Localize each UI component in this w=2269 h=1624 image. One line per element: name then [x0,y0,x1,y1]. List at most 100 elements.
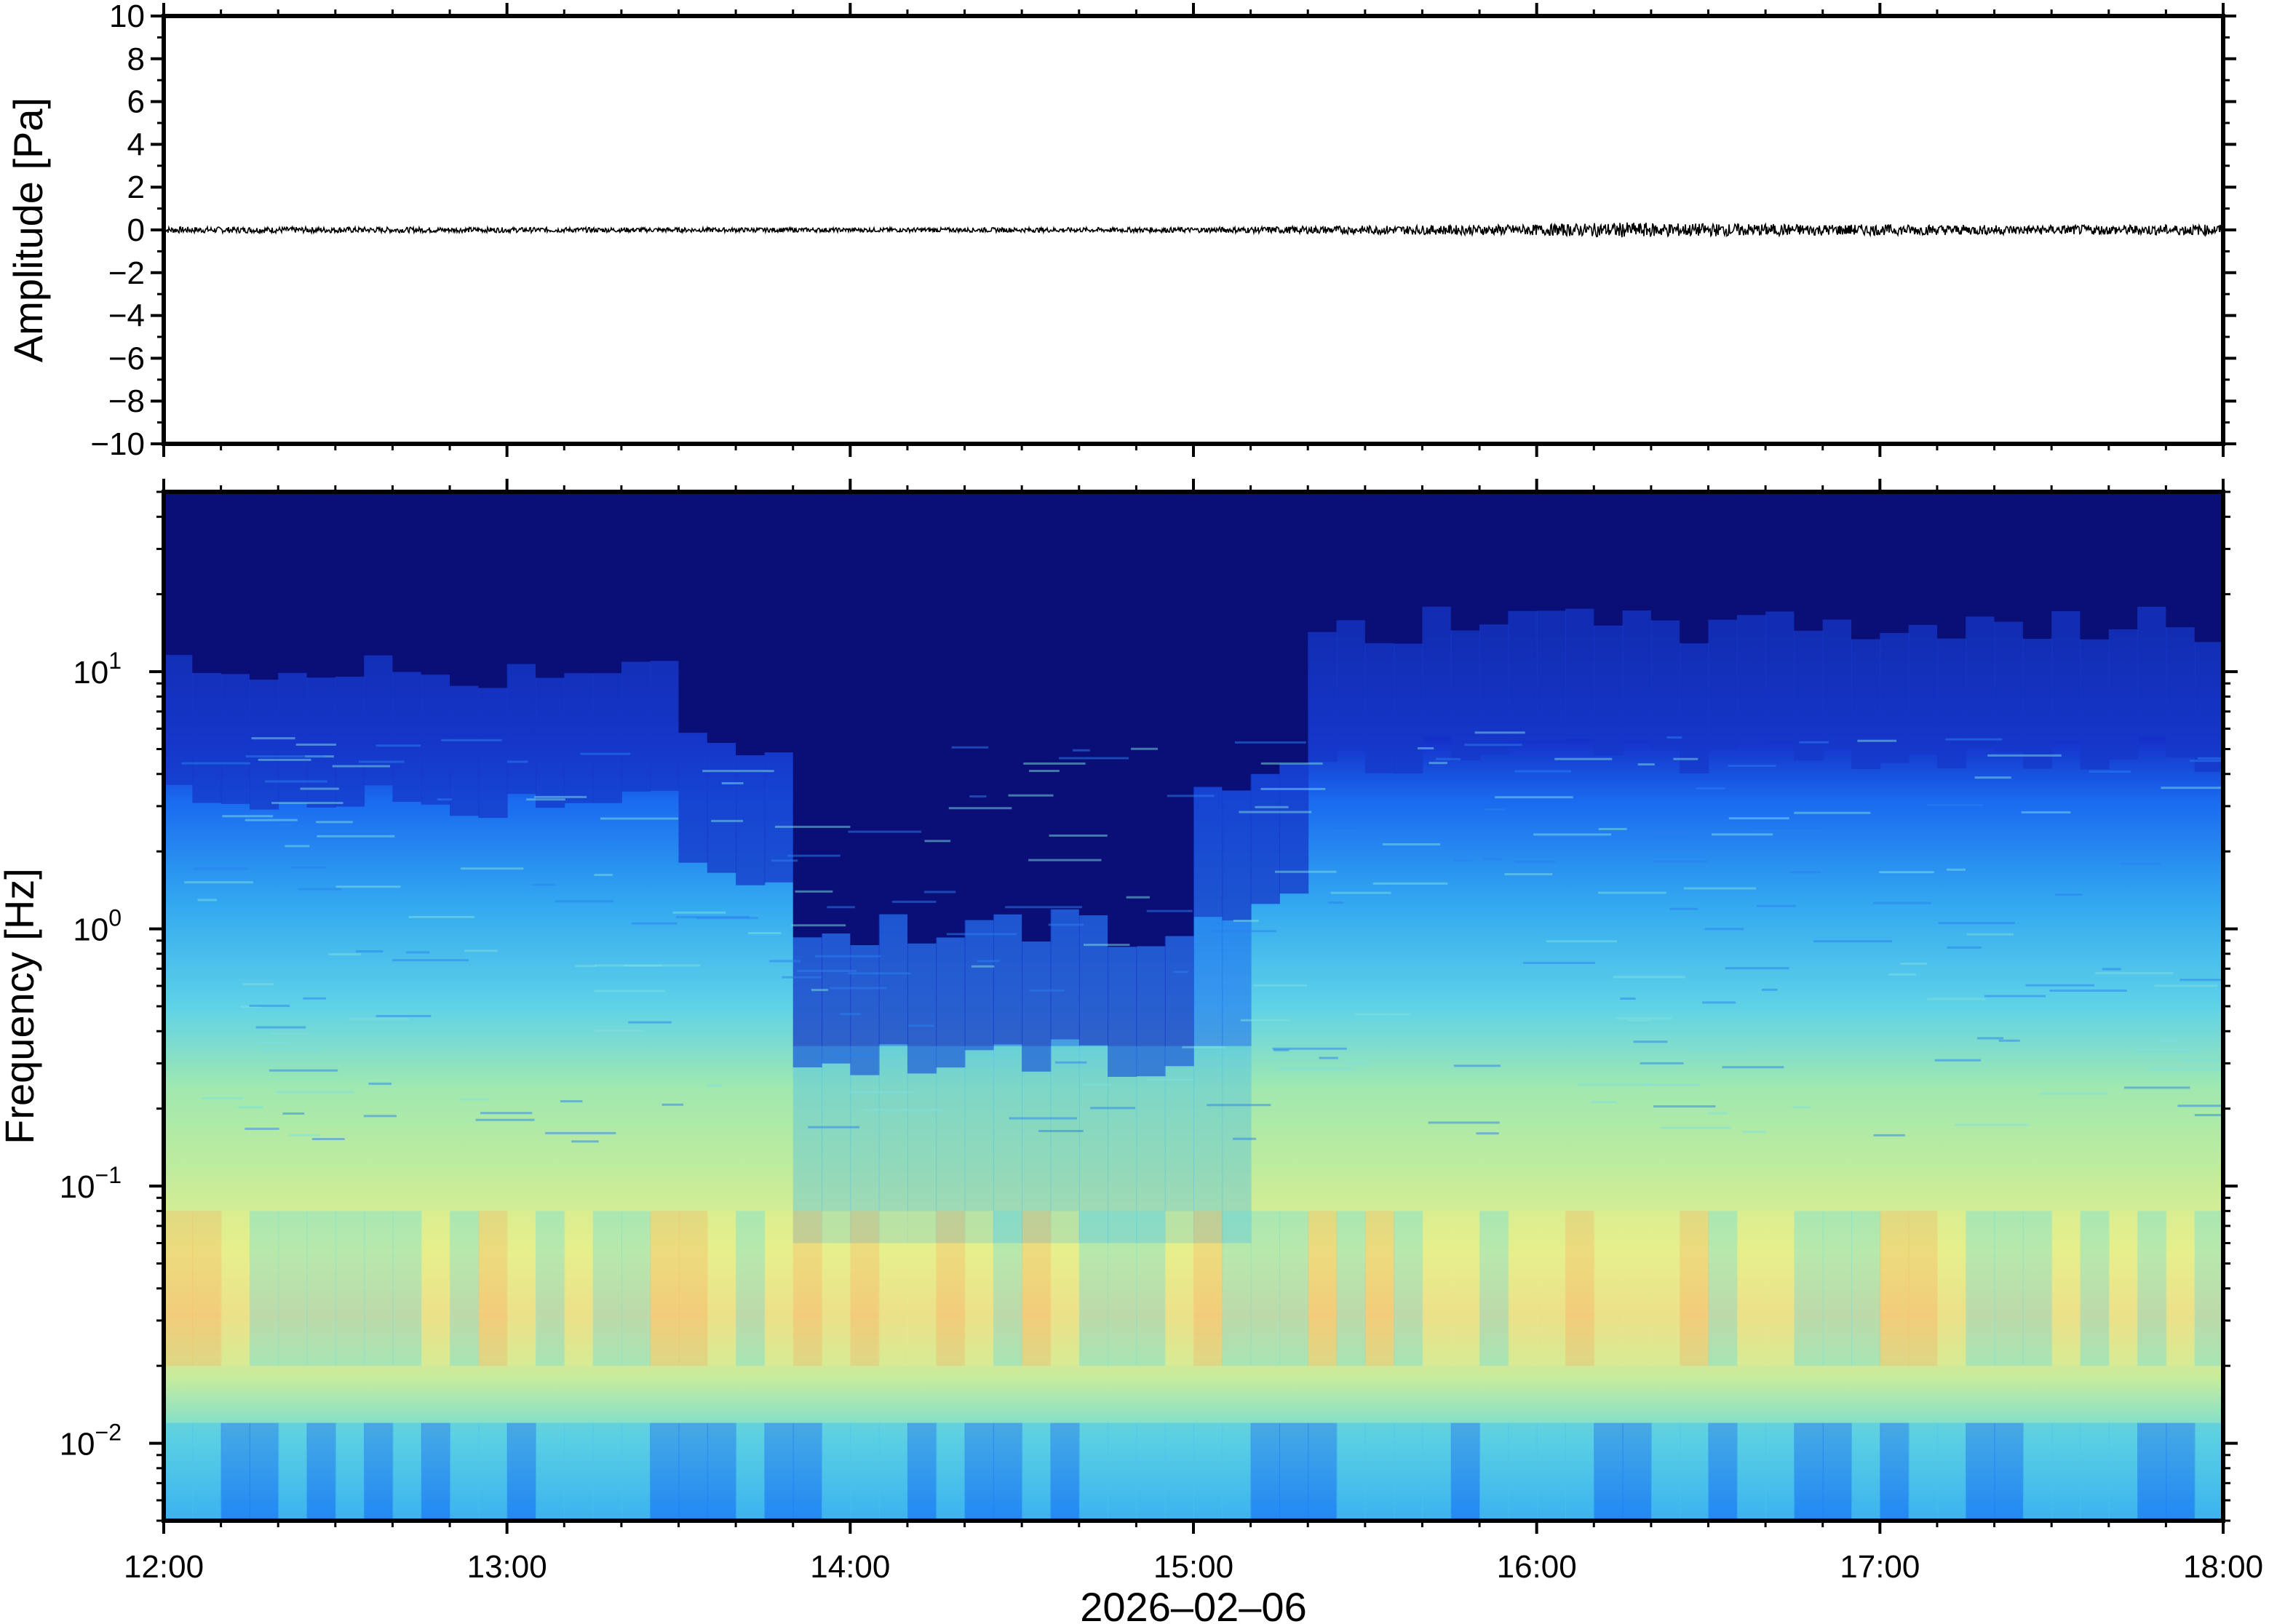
spectrogram-cell [592,1422,622,1521]
spectrogram-cell [249,492,279,680]
spectrogram-streak [721,781,744,784]
spectrogram-streak [1742,1131,1767,1134]
spectrogram-streak [1059,757,1129,760]
spectrogram-cell [964,1422,994,1521]
date-axis-label: 2026–02–06 [1080,1584,1306,1624]
spectrogram-cell [1193,1422,1223,1521]
spectrogram-cell [1880,1422,1910,1521]
spectrogram-streak [545,1131,616,1134]
spectrogram-cell [1022,1046,1052,1243]
spectrogram-streak [480,1112,533,1115]
spectrogram-streak [848,972,911,975]
spectrogram-cell [2194,642,2223,772]
spectrogram-streak [335,885,401,888]
spectrogram-streak [1711,833,1773,836]
spectrogram-cell [707,743,737,873]
spectrogram-cell [1650,492,1681,621]
spectrogram-streak [1756,904,1796,907]
spectrogram-streak [1328,901,1344,904]
spectrogram-streak [464,950,498,952]
spectrogram-streak [631,922,677,925]
spectrogram-streak [661,1103,684,1106]
spectrogram-cell [592,673,622,803]
spectrogram-cell [1050,492,1080,909]
spectrogram-streak [1253,984,1307,987]
spectrogram-cell [650,492,680,661]
amplitude-tick-label: 6 [127,84,145,120]
spectrogram-cell [1765,611,1795,742]
spectrogram-streak [1946,868,1966,871]
spectrogram-streak [1207,1104,1271,1107]
spectrogram-streak [506,760,528,763]
spectrogram-streak [830,987,887,990]
spectrogram-streak [1173,971,1188,974]
spectrogram-streak [2154,984,2218,987]
spectrogram-cell [1394,643,1423,774]
amplitude-tick-label: −8 [108,383,145,419]
spectrogram-cell [993,914,1023,1045]
amplitude-tick-label: −6 [108,341,145,376]
spectrogram-streak [594,873,613,876]
spectrogram-streak [392,959,469,962]
spectrogram-cell [1022,1211,1052,1366]
spectrogram-cell [1622,610,1652,741]
spectrogram-streak [924,840,951,843]
spectrogram-cell [1565,1211,1595,1366]
spectrogram-cell [907,492,937,944]
spectrogram-cell [1736,492,1767,616]
spectrogram-cell [822,1046,851,1243]
spectrogram-streak [534,795,587,798]
spectrogram-streak [782,976,822,979]
spectrogram-cell [1994,492,2024,622]
spectrogram-cell [1880,632,1910,763]
spectrogram-cell [2166,627,2196,757]
spectrogram-cell [1422,1211,1452,1366]
spectrogram-cell [1736,1422,1767,1521]
spectrogram-cell [1966,1211,1995,1366]
spectrogram-cell [1736,615,1767,745]
spectrogram-streak [1615,1016,1672,1019]
spectrogram-cell [1536,610,1566,741]
spectrogram-cell [1450,1211,1481,1366]
spectrogram-cell [1536,1422,1566,1521]
frequency-axis-label: Frequency [Hz] [0,868,42,1145]
spectrogram-cell [2051,1422,2081,1521]
spectrogram-cell [1078,492,1109,916]
spectrogram-cell [450,685,480,816]
spectrogram-cell [2022,1422,2053,1521]
spectrogram-cell [535,677,565,808]
amplitude-axis-label: Amplitude [Pa] [5,97,51,362]
spectrogram-cell [822,492,851,934]
spectrogram-cell [164,655,194,785]
spectrogram-streak [1090,1107,1136,1110]
spectrogram-cell [936,492,966,938]
spectrogram-cell [1908,492,1938,625]
spectrogram-streak [1722,1066,1784,1069]
waveform-line [163,222,2224,238]
spectrogram-cell [993,1046,1023,1243]
spectrogram-streak [526,798,565,801]
spectrogram-cell [1966,492,1995,617]
spectrogram-cell [1250,1211,1280,1366]
spectrogram-streak [197,899,218,901]
spectrogram-streak [1054,1061,1087,1064]
spectrogram-streak [831,1054,876,1056]
spectrogram-cell [1650,1211,1681,1366]
spectrogram-streak [317,835,395,837]
spectrogram-streak [2025,984,2095,987]
spectrogram-streak [1233,920,1259,923]
spectrogram-cell [1565,1422,1595,1521]
spectrogram-cell [2108,1211,2139,1366]
spectrogram-cell [1622,1422,1652,1521]
spectrogram-cell [249,680,279,810]
spectrogram-streak [1947,946,1982,949]
spectrogram-streak [1454,859,1472,862]
spectrogram-cell [1364,492,1395,644]
spectrogram-cell [2051,1211,2081,1366]
amplitude-tick-label: −10 [90,426,145,462]
spectrogram-streak [696,917,758,920]
amplitude-tick-label: 0 [127,212,145,248]
spectrogram-cell [1050,1211,1080,1366]
spectrogram-cell [2080,492,2110,640]
